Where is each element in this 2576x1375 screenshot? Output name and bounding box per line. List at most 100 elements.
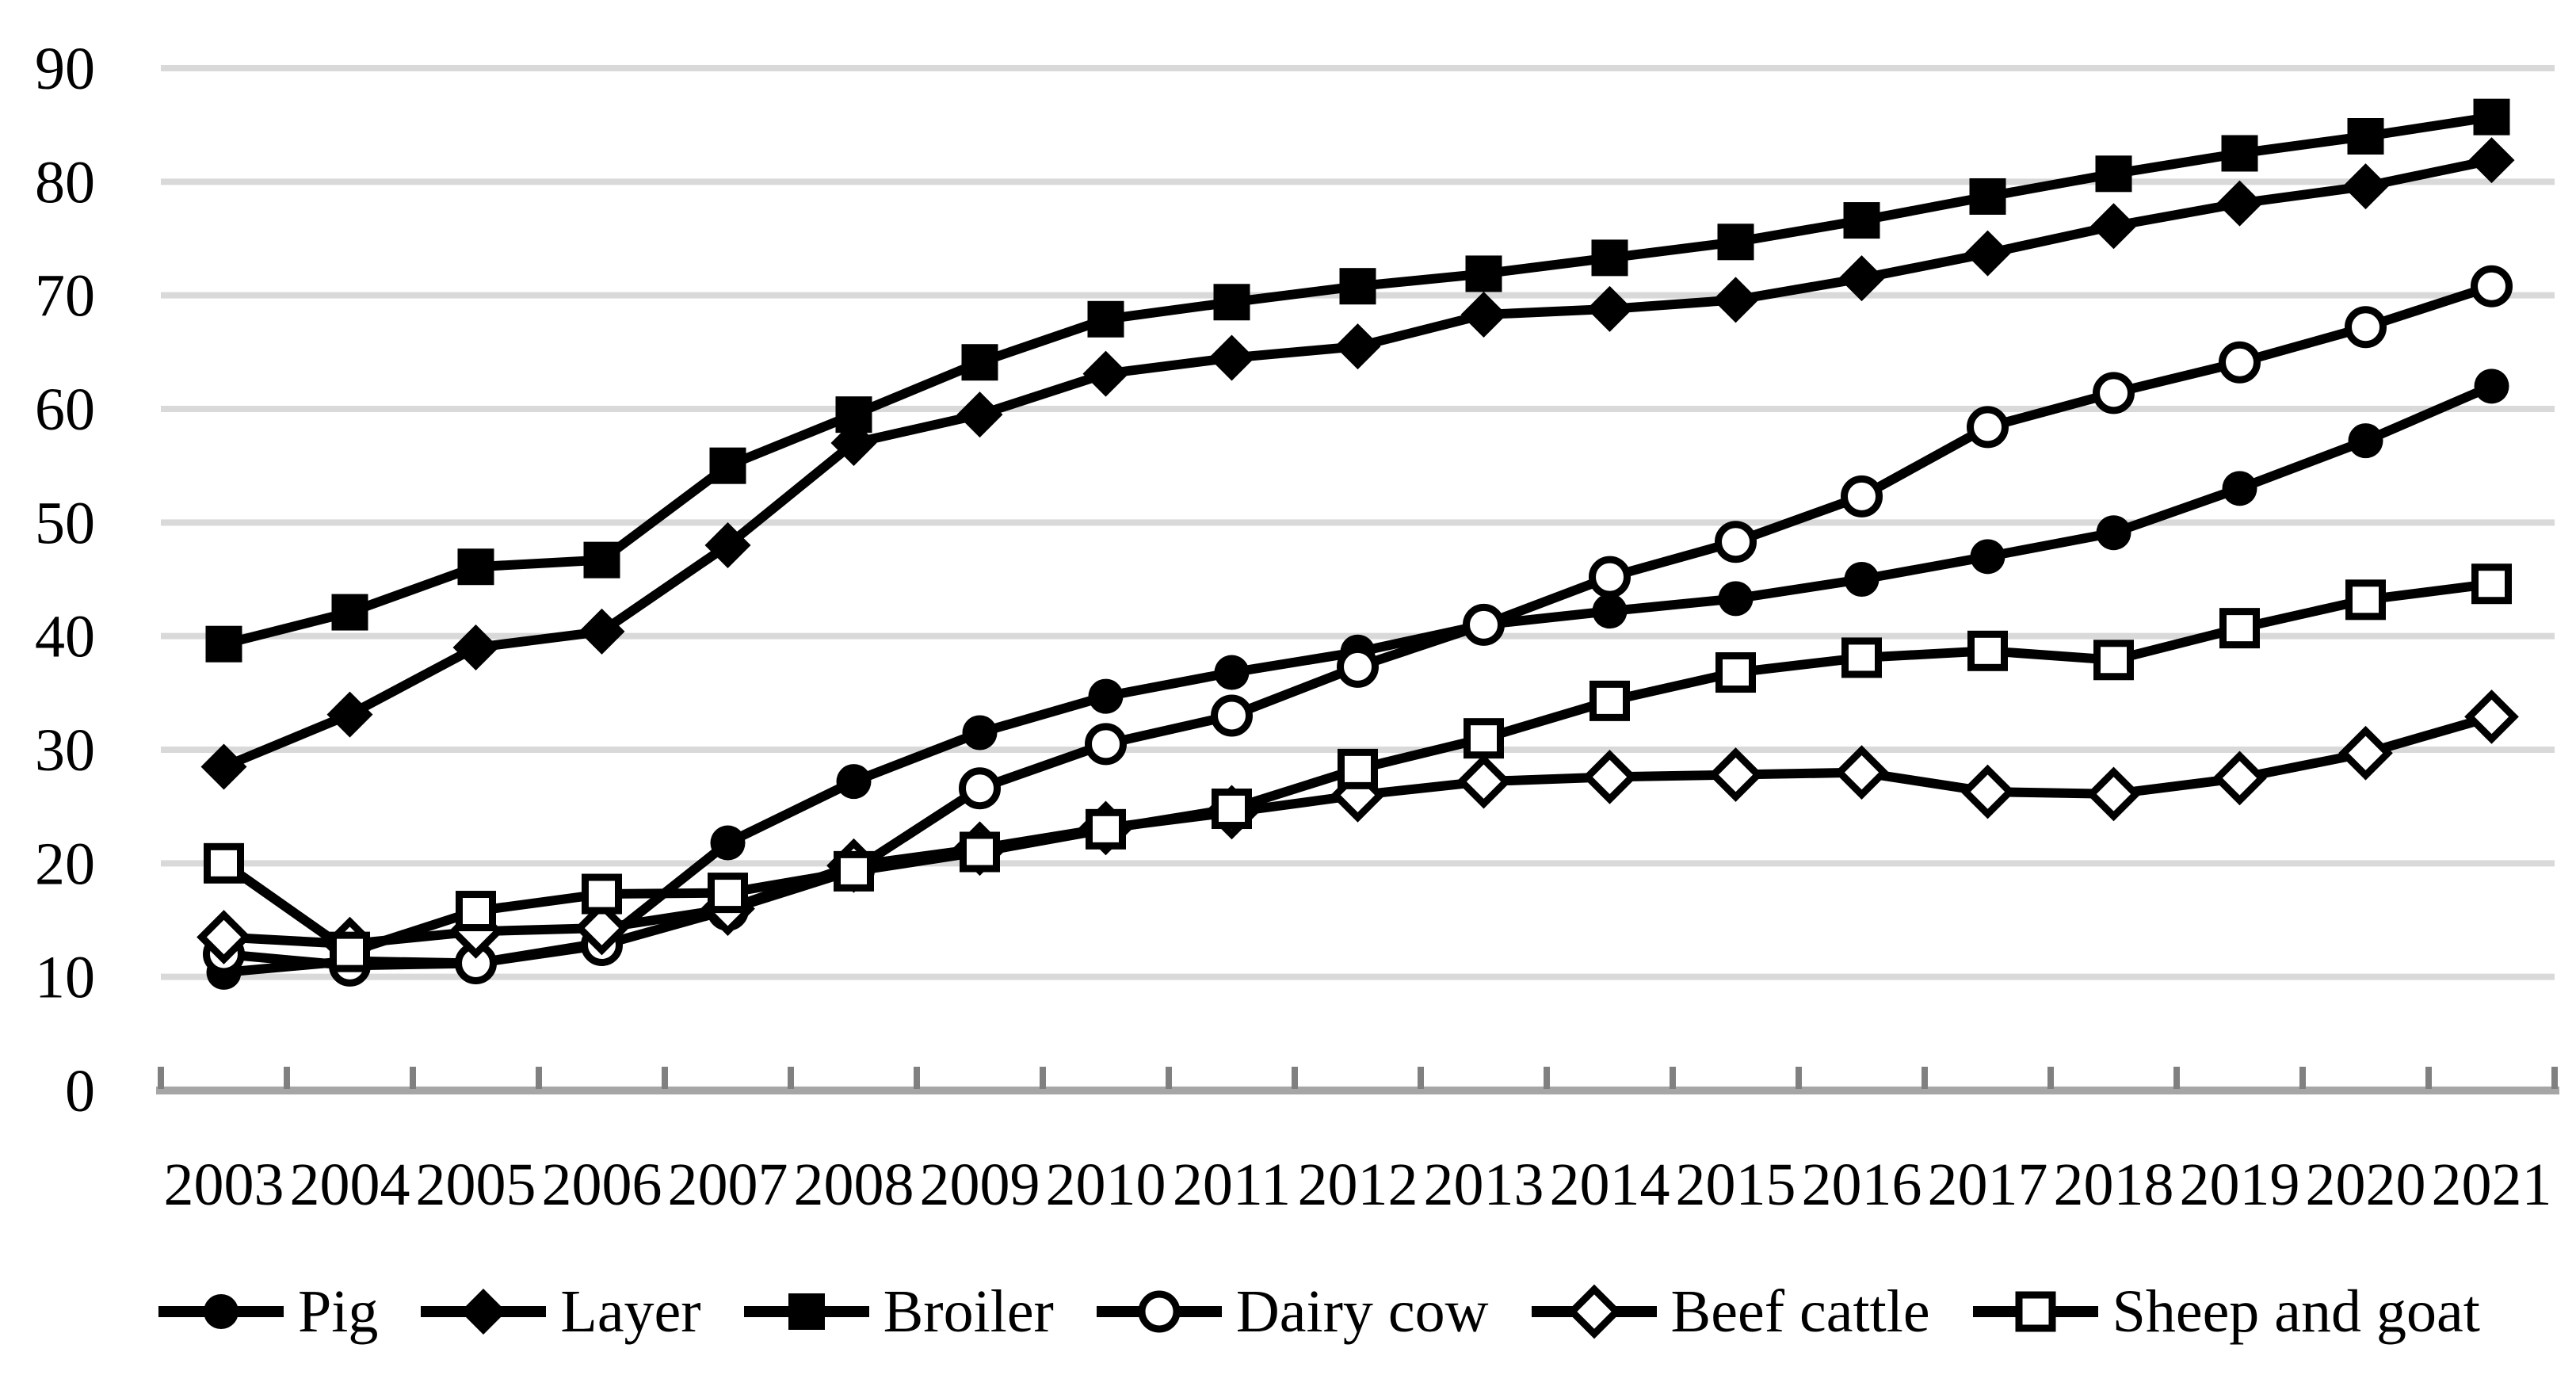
y-tick-label: 0 [65, 1058, 95, 1125]
data-point-marker [1592, 594, 1628, 629]
data-point-marker [1456, 754, 1511, 809]
x-tick-label: 2005 [416, 1152, 536, 1218]
data-point-marker [1086, 808, 1126, 850]
x-tick-label: 2021 [2432, 1152, 2552, 1218]
y-axis-labels: 0 10 20 30 40 50 60 70 80 90 [35, 36, 95, 1125]
x-tick-label: 2007 [668, 1152, 788, 1218]
legend-key-pig-icon [158, 1294, 284, 1329]
legend-item-layer: Layer [421, 1278, 701, 1346]
x-tick-label: 2012 [1298, 1152, 1418, 1218]
data-point-marker [2090, 203, 2137, 250]
legend-key-marker [1138, 1290, 1181, 1333]
x-tick-label: 2006 [542, 1152, 662, 1218]
data-point-marker [1337, 645, 1379, 688]
data-point-marker [1712, 277, 1759, 323]
legend-key-layer-icon [421, 1289, 547, 1335]
data-point-marker [961, 344, 998, 381]
data-point-marker [1338, 748, 1378, 789]
data-point-marker [836, 764, 872, 800]
data-point-marker [1718, 581, 1754, 617]
data-point-marker [1717, 223, 1754, 261]
data-point-marker [2093, 372, 2135, 414]
y-tick-label: 90 [35, 36, 95, 102]
x-tick-label: 2018 [2054, 1152, 2174, 1218]
data-point-marker [578, 608, 625, 655]
data-point-marker [452, 624, 499, 670]
legend-item-pig: Pig [158, 1278, 378, 1346]
data-point-marker [2338, 725, 2393, 781]
data-point-marker [2347, 118, 2384, 155]
data-point-marker [1960, 764, 2015, 819]
y-tick-label: 10 [35, 945, 95, 1011]
legend-item-broiler: Broiler [743, 1278, 1054, 1346]
x-tick-label: 2009 [920, 1152, 1040, 1218]
data-point-marker [1213, 284, 1250, 321]
data-point-marker [1967, 406, 2009, 449]
data-point-marker [1970, 539, 2005, 575]
legend-label-beef-cattle: Beef cattle [1670, 1278, 1930, 1345]
series-sheep-and-goat [204, 563, 2512, 972]
data-point-marker [704, 522, 751, 568]
data-point-marker [1715, 652, 1756, 693]
data-point-marker [1586, 285, 1633, 332]
data-point-marker [1589, 556, 1631, 598]
series-dairy-cow [203, 265, 2513, 987]
data-point-marker [574, 900, 629, 956]
data-point-marker [330, 931, 370, 972]
data-point-marker [962, 715, 998, 751]
x-tick-label: 2010 [1046, 1152, 1166, 1218]
y-tick-label: 80 [35, 149, 95, 216]
data-point-marker [1211, 694, 1253, 737]
data-point-marker [1208, 334, 1255, 381]
data-point-marker [2345, 579, 2386, 621]
y-tick-label: 60 [35, 376, 95, 443]
data-point-marker [1214, 655, 1250, 690]
x-axis [156, 1067, 2559, 1094]
data-point-marker [2219, 341, 2261, 384]
x-tick-label: 2011 [1173, 1152, 1291, 1218]
data-point-marker [1838, 255, 1885, 302]
x-tick-label: 2008 [794, 1152, 914, 1218]
data-point-marker [1334, 323, 1381, 370]
data-point-marker [960, 831, 1000, 873]
data-point-marker [1841, 637, 1882, 678]
x-tick-label: 2017 [1928, 1152, 2048, 1218]
data-point-marker [1591, 239, 1628, 277]
data-point-marker [2095, 155, 2132, 193]
x-tick-label: 2003 [164, 1152, 284, 1218]
y-tick-label: 70 [35, 263, 95, 330]
data-point-marker [1834, 745, 1889, 800]
data-point-marker [2221, 135, 2258, 172]
gridlines [161, 65, 2555, 980]
x-tick-label: 2015 [1676, 1152, 1796, 1218]
data-point-marker [326, 691, 373, 738]
data-point-marker [582, 873, 622, 915]
data-point-marker [2348, 423, 2383, 459]
series-layer [200, 137, 2515, 790]
y-tick-label: 30 [35, 717, 95, 784]
legend-key-marker [2015, 1291, 2056, 1332]
data-point-marker [2471, 265, 2513, 307]
x-axis-labels: 2003 2004 2005 2006 2007 2008 2009 2010 2011 2012… [164, 1152, 2552, 1218]
legend-label-layer: Layer [560, 1278, 701, 1345]
data-point-marker [1339, 268, 1376, 305]
data-point-marker [708, 873, 748, 914]
data-point-marker [1715, 521, 1757, 563]
data-point-marker [1967, 630, 2008, 671]
data-point-marker [2342, 163, 2389, 210]
data-point-marker [2471, 563, 2512, 605]
legend-key-sheep-and-goat-icon [1972, 1291, 2098, 1332]
legend-key-dairy-cow-icon [1096, 1290, 1222, 1333]
x-tick-label: 2020 [2306, 1152, 2426, 1218]
data-point-marker [1582, 750, 1637, 804]
data-point-marker [834, 850, 874, 892]
data-point-marker [709, 447, 746, 484]
legend-key-marker [204, 1294, 239, 1329]
legend-key-marker [788, 1293, 825, 1330]
data-point-marker [1463, 603, 1505, 646]
data-point-marker [2468, 137, 2515, 184]
y-tick-label: 40 [35, 604, 95, 670]
data-point-marker [2212, 751, 2267, 806]
data-point-marker [2216, 180, 2263, 227]
